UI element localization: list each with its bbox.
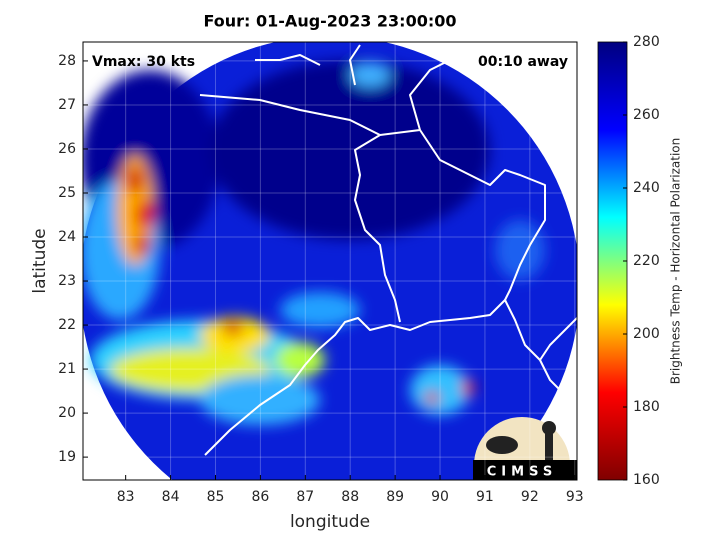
x-tick-label: 89	[386, 489, 404, 505]
x-axis-label: longitude	[290, 512, 370, 532]
y-tick-label: 21	[58, 361, 76, 377]
y-tick-label: 26	[58, 141, 76, 157]
colorbar-tick-label: 220	[633, 253, 660, 269]
colorbar	[597, 41, 628, 481]
x-tick-label: 86	[251, 489, 269, 505]
plot-border	[82, 41, 578, 481]
colorbar-tick-label: 160	[633, 472, 660, 488]
y-tick-label: 20	[58, 405, 76, 421]
y-tick-label: 27	[58, 97, 76, 113]
annotation: Vmax: 30 kts	[92, 54, 195, 70]
colorbar-tick-label: 240	[633, 180, 660, 196]
y-tick-label: 24	[58, 229, 76, 245]
y-axis-label: latitude	[30, 228, 50, 293]
x-tick-label: 93	[566, 489, 584, 505]
y-tick-label: 28	[58, 53, 76, 69]
x-tick-label: 88	[341, 489, 359, 505]
chart-title: Four: 01-Aug-2023 23:00:00	[204, 12, 457, 31]
x-tick-label: 87	[296, 489, 314, 505]
logo-text: CIMSS	[487, 465, 557, 480]
x-tick-label: 83	[117, 489, 135, 505]
x-tick-label: 84	[162, 489, 180, 505]
colorbar-tick-label: 280	[633, 34, 660, 50]
x-tick-label: 92	[521, 489, 539, 505]
y-tick-label: 22	[58, 317, 76, 333]
x-tick-label: 91	[476, 489, 494, 505]
border-line	[199, 44, 577, 361]
y-tick-label: 25	[58, 185, 76, 201]
colorbar-tick-label: 180	[633, 399, 660, 415]
brightness-field	[83, 60, 545, 425]
logo: CIMSS	[473, 417, 577, 480]
y-tick-label: 19	[58, 449, 76, 465]
coastline	[204, 299, 577, 456]
annotation: 00:10 away	[478, 54, 568, 70]
colorbar-label: Brightness Temp - Horizontal Polarizatio…	[669, 138, 683, 385]
x-tick-label: 85	[207, 489, 225, 505]
x-tick-label: 90	[431, 489, 449, 505]
colorbar-tick-label: 260	[633, 107, 660, 123]
y-tick-label: 23	[58, 273, 76, 289]
colorbar-tick-label: 200	[633, 326, 660, 342]
grid	[83, 42, 577, 480]
satellite-image: CIMSS	[83, 42, 577, 480]
